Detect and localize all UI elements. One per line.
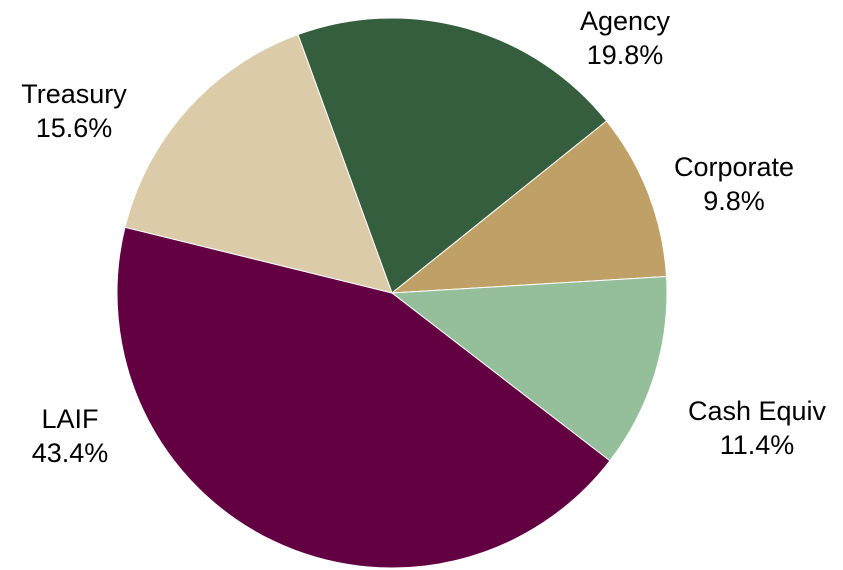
laif-percent: 43.4% bbox=[31, 438, 109, 468]
laif-label: LAIF 43.4% bbox=[32, 402, 109, 470]
agency-label: Agency 19.8% bbox=[580, 4, 670, 72]
treasury-percent: 15.6% bbox=[35, 113, 113, 143]
pie-slice-laif bbox=[116, 226, 611, 569]
cash-equiv-name: Cash Equiv bbox=[687, 396, 827, 426]
treasury-label: Treasury 15.6% bbox=[21, 77, 127, 145]
pie-slice-agency bbox=[297, 17, 608, 294]
corporate-label: Corporate 9.8% bbox=[674, 150, 794, 218]
pie-slice-cash-equiv bbox=[390, 275, 668, 462]
pie-slice-treasury bbox=[124, 33, 393, 294]
treasury-name: Treasury bbox=[21, 79, 127, 109]
corporate-name: Corporate bbox=[673, 152, 795, 182]
agency-percent: 19.8% bbox=[586, 40, 664, 70]
corporate-percent: 9.8% bbox=[703, 186, 765, 216]
pie-slice-corporate bbox=[390, 120, 668, 294]
cash-equiv-label: Cash Equiv 11.4% bbox=[688, 394, 826, 462]
laif-name: LAIF bbox=[41, 404, 99, 434]
cash-equiv-percent: 11.4% bbox=[719, 430, 795, 460]
agency-name: Agency bbox=[579, 6, 671, 36]
pie-slices bbox=[116, 17, 668, 569]
